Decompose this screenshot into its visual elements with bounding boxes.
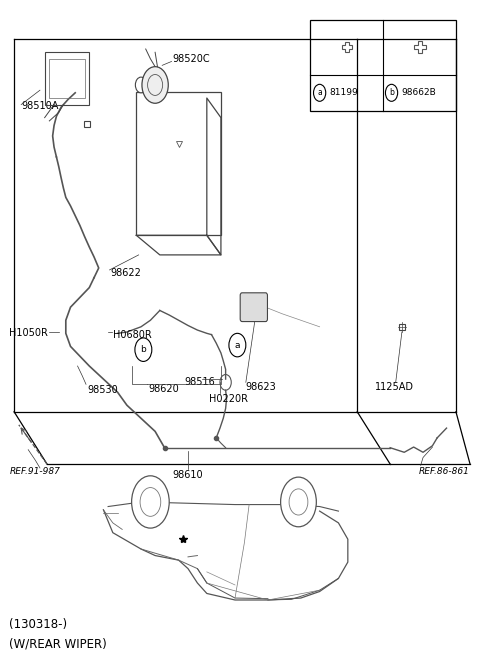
Text: 81199: 81199 [329,88,358,97]
Bar [136,92,221,235]
Text: H0680R: H0680R [113,330,152,340]
Circle shape [142,67,168,103]
Text: REF.91-987: REF.91-987 [10,468,60,476]
Text: 1125AD: 1125AD [375,382,414,392]
Text: b: b [141,345,146,354]
Text: 98620: 98620 [148,384,179,394]
Text: 98530: 98530 [87,385,118,395]
Circle shape [135,77,147,93]
Text: (130318-): (130318-) [10,617,68,630]
Bar [310,20,456,111]
Text: 98516: 98516 [184,377,215,387]
Text: H1050R: H1050R [10,328,48,338]
Bar [49,59,84,98]
Text: 98622: 98622 [110,267,141,277]
Text: H0220R: H0220R [209,394,248,404]
Text: a: a [235,341,240,350]
Text: b: b [389,88,394,97]
Text: 98610: 98610 [173,470,204,479]
Text: (W/REAR WIPER): (W/REAR WIPER) [10,637,107,650]
Text: 98520C: 98520C [172,54,210,64]
Circle shape [132,476,169,528]
Text: 98510A: 98510A [21,101,59,111]
Circle shape [281,477,316,526]
Text: 98662B: 98662B [401,88,436,97]
FancyBboxPatch shape [240,293,267,322]
Bar [45,52,89,105]
Text: a: a [317,88,322,97]
Text: REF.86-861: REF.86-861 [419,468,469,476]
Text: 98623: 98623 [246,382,276,392]
